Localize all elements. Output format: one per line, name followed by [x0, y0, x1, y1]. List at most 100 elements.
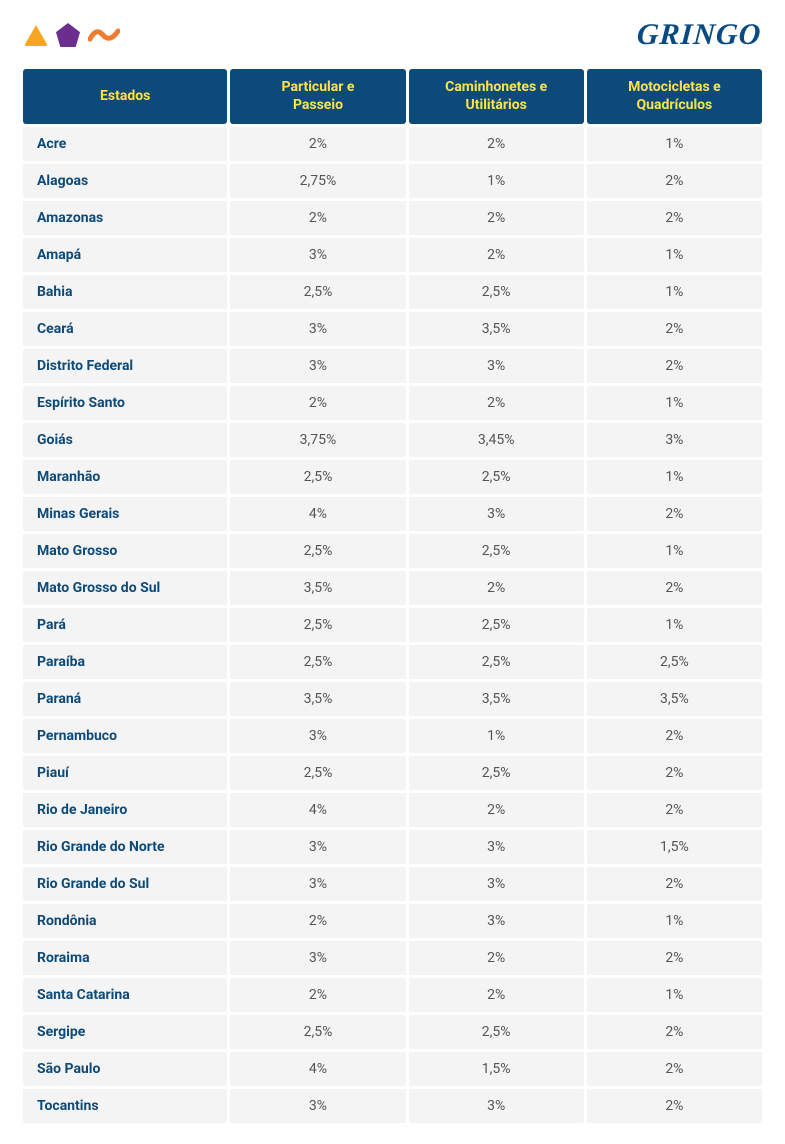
value-cell: 2,5%	[409, 534, 584, 568]
value-cell: 3%	[409, 349, 584, 383]
value-cell: 1%	[587, 275, 762, 309]
value-cell: 2%	[230, 904, 405, 938]
value-cell: 2%	[409, 793, 584, 827]
table-row: Piauí2,5%2,5%2%	[23, 756, 762, 790]
value-cell: 2,5%	[230, 756, 405, 790]
value-cell: 3%	[230, 719, 405, 753]
value-cell: 2%	[587, 1089, 762, 1123]
value-cell: 1%	[587, 386, 762, 420]
value-cell: 3%	[230, 312, 405, 346]
state-cell: Tocantins	[23, 1089, 227, 1123]
value-cell: 2,5%	[230, 645, 405, 679]
state-cell: Mato Grosso do Sul	[23, 571, 227, 605]
state-cell: Santa Catarina	[23, 978, 227, 1012]
table-row: Bahia2,5%2,5%1%	[23, 275, 762, 309]
value-cell: 2,5%	[409, 1015, 584, 1049]
value-cell: 3%	[230, 830, 405, 864]
value-cell: 2,5%	[409, 608, 584, 642]
value-cell: 3,5%	[230, 682, 405, 716]
value-cell: 2,5%	[587, 645, 762, 679]
table-row: Sergipe2,5%2,5%2%	[23, 1015, 762, 1049]
table-row: Paraná3,5%3,5%3,5%	[23, 682, 762, 716]
table-row: Alagoas2,75%1%2%	[23, 164, 762, 198]
table-row: Goiás3,75%3,45%3%	[23, 423, 762, 457]
value-cell: 2%	[587, 1052, 762, 1086]
state-cell: Ceará	[23, 312, 227, 346]
value-cell: 1%	[587, 238, 762, 272]
state-cell: Rio de Janeiro	[23, 793, 227, 827]
table-row: Pernambuco3%1%2%	[23, 719, 762, 753]
value-cell: 2%	[409, 127, 584, 161]
squiggle-icon	[88, 25, 120, 45]
state-cell: Rondônia	[23, 904, 227, 938]
value-cell: 2%	[230, 978, 405, 1012]
state-cell: Amapá	[23, 238, 227, 272]
state-cell: Mato Grosso	[23, 534, 227, 568]
table-row: Rio Grande do Sul3%3%2%	[23, 867, 762, 901]
value-cell: 1%	[587, 608, 762, 642]
state-cell: Alagoas	[23, 164, 227, 198]
value-cell: 2,5%	[230, 608, 405, 642]
state-cell: Espírito Santo	[23, 386, 227, 420]
table-row: Acre2%2%1%	[23, 127, 762, 161]
value-cell: 1,5%	[587, 830, 762, 864]
table-row: Mato Grosso do Sul3,5%2%2%	[23, 571, 762, 605]
value-cell: 1%	[587, 904, 762, 938]
table-row: São Paulo4%1,5%2%	[23, 1052, 762, 1086]
value-cell: 2%	[409, 201, 584, 235]
value-cell: 1%	[587, 534, 762, 568]
state-cell: Roraima	[23, 941, 227, 975]
state-cell: Minas Gerais	[23, 497, 227, 531]
page-header: GRINGO	[20, 18, 765, 52]
table-row: Amapá3%2%1%	[23, 238, 762, 272]
brand-logo: GRINGO	[635, 18, 762, 52]
value-cell: 2%	[230, 127, 405, 161]
value-cell: 2%	[587, 719, 762, 753]
pentagon-icon	[56, 23, 80, 47]
state-cell: Pará	[23, 608, 227, 642]
value-cell: 3,75%	[230, 423, 405, 457]
value-cell: 1%	[409, 164, 584, 198]
value-cell: 1%	[587, 978, 762, 1012]
table-row: Roraima3%2%2%	[23, 941, 762, 975]
state-cell: Paraíba	[23, 645, 227, 679]
value-cell: 3,5%	[230, 571, 405, 605]
value-cell: 2%	[409, 238, 584, 272]
table-row: Ceará3%3,5%2%	[23, 312, 762, 346]
logo-icons	[24, 23, 120, 47]
value-cell: 2,5%	[230, 534, 405, 568]
state-cell: Rio Grande do Sul	[23, 867, 227, 901]
value-cell: 3,45%	[409, 423, 584, 457]
state-cell: Piauí	[23, 756, 227, 790]
column-header-1: Particular ePasseio	[230, 69, 405, 124]
table-row: Amazonas2%2%2%	[23, 201, 762, 235]
state-cell: Goiás	[23, 423, 227, 457]
value-cell: 3,5%	[587, 682, 762, 716]
tax-rate-table: EstadosParticular ePasseioCaminhonetes e…	[20, 66, 765, 1126]
value-cell: 2%	[587, 941, 762, 975]
table-row: Rio Grande do Norte3%3%1,5%	[23, 830, 762, 864]
state-cell: Maranhão	[23, 460, 227, 494]
value-cell: 2%	[230, 386, 405, 420]
value-cell: 2,5%	[409, 756, 584, 790]
value-cell: 3%	[230, 349, 405, 383]
table-row: Rio de Janeiro4%2%2%	[23, 793, 762, 827]
state-cell: Paraná	[23, 682, 227, 716]
value-cell: 2%	[587, 1015, 762, 1049]
value-cell: 3%	[230, 867, 405, 901]
table-row: Maranhão2,5%2,5%1%	[23, 460, 762, 494]
value-cell: 1%	[587, 460, 762, 494]
state-cell: Bahia	[23, 275, 227, 309]
value-cell: 2%	[587, 349, 762, 383]
value-cell: 2%	[409, 978, 584, 1012]
table-row: Rondônia2%3%1%	[23, 904, 762, 938]
value-cell: 4%	[230, 793, 405, 827]
value-cell: 2%	[587, 201, 762, 235]
value-cell: 1%	[409, 719, 584, 753]
value-cell: 2%	[587, 497, 762, 531]
table-row: Paraíba2,5%2,5%2,5%	[23, 645, 762, 679]
state-cell: Distrito Federal	[23, 349, 227, 383]
value-cell: 3,5%	[409, 312, 584, 346]
state-cell: Sergipe	[23, 1015, 227, 1049]
value-cell: 3%	[409, 830, 584, 864]
